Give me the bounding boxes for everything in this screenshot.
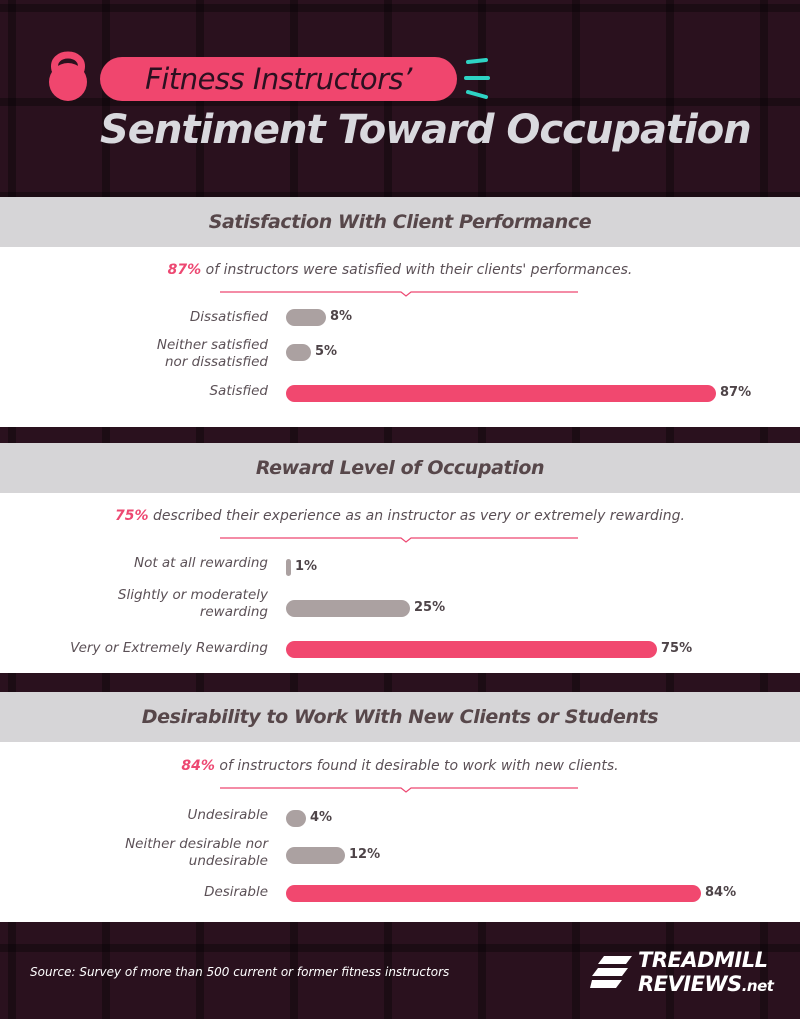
- summary-text: 75% described their experience as an ins…: [0, 508, 800, 524]
- category-label: Undesirable: [187, 807, 268, 823]
- summary-text: 87% of instructors were satisfied with t…: [0, 262, 800, 278]
- bar-value-label: 8%: [330, 309, 353, 324]
- chart-panel: 75% described their experience as an ins…: [0, 493, 800, 673]
- section-title: Desirability to Work With New Clients or…: [0, 692, 800, 742]
- category-label: Not at all rewarding: [133, 555, 268, 571]
- summary-underline-caret: [220, 787, 578, 793]
- bar-value-label: 87%: [720, 385, 752, 400]
- logo-text-suffix: .net: [741, 977, 774, 995]
- category-label: Dissatisfied: [189, 309, 268, 325]
- category-label: Neither satisfied nor dissatisfied: [156, 337, 268, 370]
- summary-underline-caret: [220, 537, 578, 543]
- bar: [286, 385, 716, 402]
- chart-panel: 87% of instructors were satisfied with t…: [0, 247, 800, 427]
- summary-highlight-value: 84%: [181, 758, 215, 774]
- spark-lines-icon: [464, 58, 490, 99]
- bar: [286, 559, 291, 576]
- bar: [286, 309, 326, 326]
- summary-underline-caret: [220, 291, 578, 297]
- bar: [286, 600, 410, 617]
- bar: [286, 847, 345, 864]
- logo-text-reviews-word: REVIEWS: [638, 972, 742, 996]
- bar-value-label: 1%: [295, 559, 318, 574]
- bar: [286, 344, 311, 361]
- summary-highlight-value: 75%: [115, 508, 149, 524]
- bar-value-label: 5%: [315, 344, 338, 359]
- category-label: Satisfied: [209, 383, 268, 399]
- chart-panel: 84% of instructors found it desirable to…: [0, 742, 800, 922]
- category-label: Desirable: [204, 884, 268, 900]
- treadmill-logo-icon: [590, 956, 632, 988]
- summary-rest: of instructors were satisfied with their…: [201, 262, 633, 278]
- summary-rest: of instructors found it desirable to wor…: [214, 758, 619, 774]
- category-label: Slightly or moderately rewarding: [117, 587, 268, 620]
- source-note: Source: Survey of more than 500 current …: [30, 965, 450, 979]
- bar-value-label: 75%: [661, 641, 693, 656]
- category-label: Neither desirable nor undesirable: [125, 836, 268, 869]
- bar: [286, 885, 701, 902]
- kettlebell-icon: [49, 51, 87, 101]
- bar-value-label: 84%: [705, 885, 737, 900]
- section-title: Reward Level of Occupation: [0, 443, 800, 493]
- logo-text-reviews: REVIEWS.net: [638, 972, 774, 996]
- section-title: Satisfaction With Client Performance: [0, 197, 800, 247]
- summary-text: 84% of instructors found it desirable to…: [0, 758, 800, 774]
- summary-highlight-value: 87%: [167, 262, 202, 278]
- category-label: Very or Extremely Rewarding: [70, 640, 268, 656]
- summary-rest: described their experience as an instruc…: [148, 508, 685, 524]
- bar: [286, 641, 657, 658]
- bar: [286, 810, 306, 827]
- title-pill: Fitness Instructors’: [100, 57, 457, 101]
- page-title: Sentiment Toward Occupation: [100, 107, 752, 153]
- bar-value-label: 12%: [349, 847, 381, 862]
- bar-value-label: 4%: [310, 810, 333, 825]
- logo-text-treadmill: TREADMILL: [638, 948, 768, 972]
- bar-value-label: 25%: [414, 600, 446, 615]
